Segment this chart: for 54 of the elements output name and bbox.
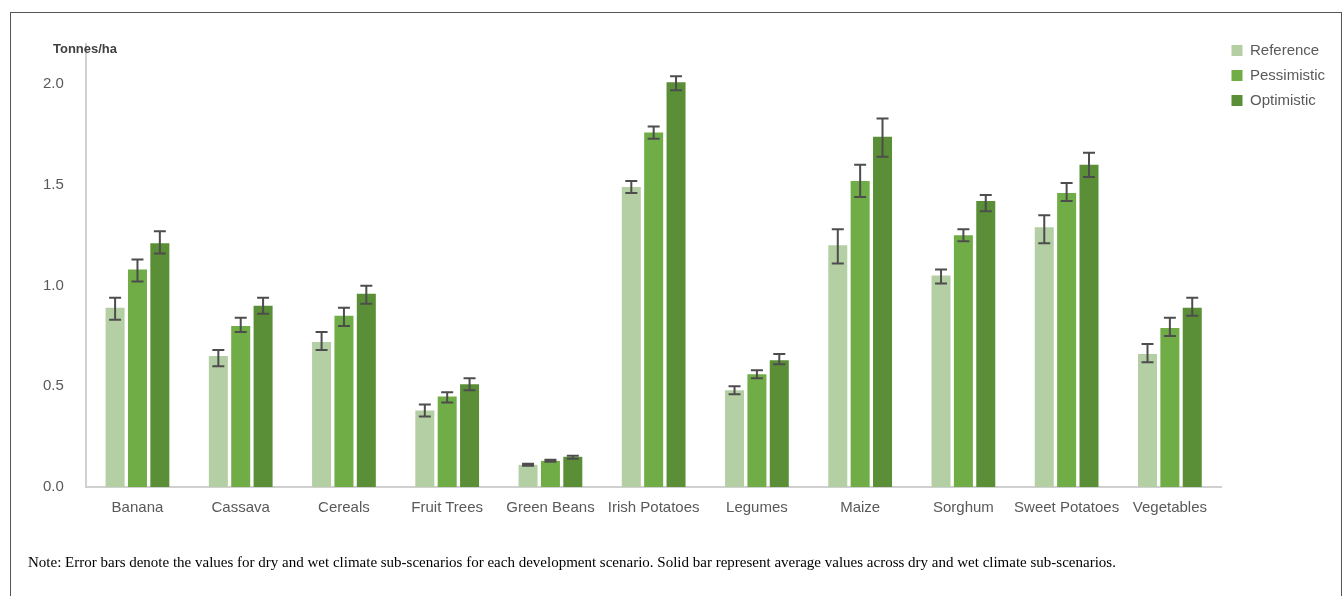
bar (1182, 307, 1202, 487)
x-tick-label: Sorghum (932, 498, 994, 516)
x-tick-label: Legumes (726, 498, 788, 516)
x-tick-label: Cassava (211, 498, 271, 516)
bar (621, 186, 641, 487)
y-tick-label: 1.5 (42, 175, 64, 193)
legend-label: Optimistic (1249, 90, 1317, 108)
y-tick-label: 0.5 (42, 376, 64, 394)
bar (769, 360, 789, 487)
bar (953, 235, 973, 487)
bar (1079, 164, 1099, 487)
legend-label: Pessimistic (1249, 65, 1326, 83)
bar (150, 243, 170, 487)
bar (1160, 327, 1180, 487)
y-tick-label: 2.0 (42, 74, 64, 92)
legend-label: Reference (1249, 40, 1320, 58)
bar (1057, 193, 1077, 487)
x-tick-label: Vegetables (1132, 498, 1207, 516)
y-tick-label: 1.0 (42, 275, 64, 293)
x-tick-label: Green Beans (506, 498, 595, 516)
bar (127, 269, 147, 487)
bar (747, 374, 767, 487)
x-tick-label: Irish Potatoes (607, 498, 700, 516)
bar (976, 201, 996, 487)
bar (334, 315, 354, 487)
y-axis-title: Tonnes/ha (53, 41, 118, 57)
x-tick-label: Fruit Trees (411, 498, 484, 516)
bar (437, 396, 457, 487)
bar (850, 180, 870, 487)
x-tick-label: Banana (111, 498, 164, 516)
bar (644, 132, 664, 487)
bar (460, 384, 480, 487)
bar (356, 293, 376, 487)
bar (105, 307, 125, 487)
bar (415, 410, 435, 487)
bar (312, 342, 332, 487)
x-tick-label: Cereals (318, 498, 370, 516)
bar (828, 245, 848, 487)
x-tick-label: Maize (840, 498, 881, 516)
bar (518, 464, 538, 487)
bar (725, 390, 745, 487)
bar (231, 325, 251, 487)
bar (873, 136, 893, 487)
bar (563, 456, 583, 487)
bar (931, 275, 951, 487)
bar (666, 82, 686, 487)
text: Note: Error bars denote the values for dry and wet climate sub-scenarios for each development scenario. Solid bar represent average values across dry and wet climate sub-scenarios. (28, 553, 1117, 571)
x-tick-label: Sweet Potatoes (1014, 498, 1120, 516)
bar (253, 305, 273, 487)
bar (540, 460, 560, 487)
bar (208, 356, 228, 487)
bar (1138, 354, 1158, 487)
y-tick-label: 0.0 (42, 477, 64, 495)
bar (1034, 227, 1054, 487)
